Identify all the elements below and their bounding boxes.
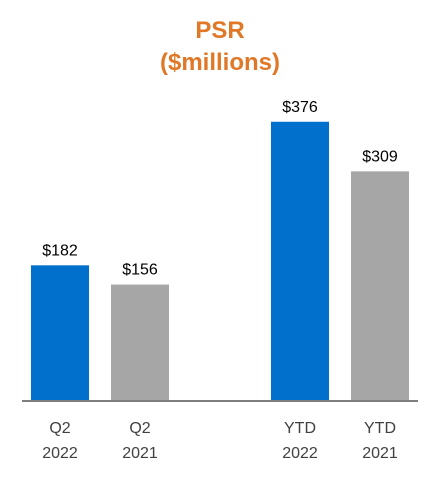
bar-value-label-3: $376 bbox=[282, 99, 318, 116]
x-tick-label-3-line1: YTD bbox=[284, 420, 316, 437]
bars-group bbox=[31, 121, 409, 400]
x-tick-label-2-line2: 2021 bbox=[122, 445, 158, 462]
tick-labels-group: Q2 2022 Q2 2021 YTD 2022 YTD 2021 bbox=[42, 420, 398, 462]
bar-value-label-4: $309 bbox=[362, 148, 398, 165]
x-tick-label-4-line1: YTD bbox=[364, 420, 396, 437]
value-labels-group: $182 $156 $376 $309 bbox=[42, 99, 398, 279]
bar-2 bbox=[111, 284, 169, 400]
bar-value-label-2: $156 bbox=[122, 262, 158, 279]
x-tick-label-1-line1: Q2 bbox=[49, 420, 70, 437]
bar-value-label-1: $182 bbox=[42, 242, 78, 259]
chart-title: PSR bbox=[195, 17, 244, 44]
x-tick-label-3-line2: 2022 bbox=[282, 445, 318, 462]
x-tick-label-2-line1: Q2 bbox=[129, 420, 150, 437]
x-tick-label-4-line2: 2021 bbox=[362, 445, 398, 462]
bar-1 bbox=[31, 265, 89, 400]
x-tick-label-1-line2: 2022 bbox=[42, 445, 78, 462]
bar-3 bbox=[271, 121, 329, 400]
chart-subtitle: ($millions) bbox=[160, 49, 280, 76]
bar-4 bbox=[351, 171, 409, 400]
